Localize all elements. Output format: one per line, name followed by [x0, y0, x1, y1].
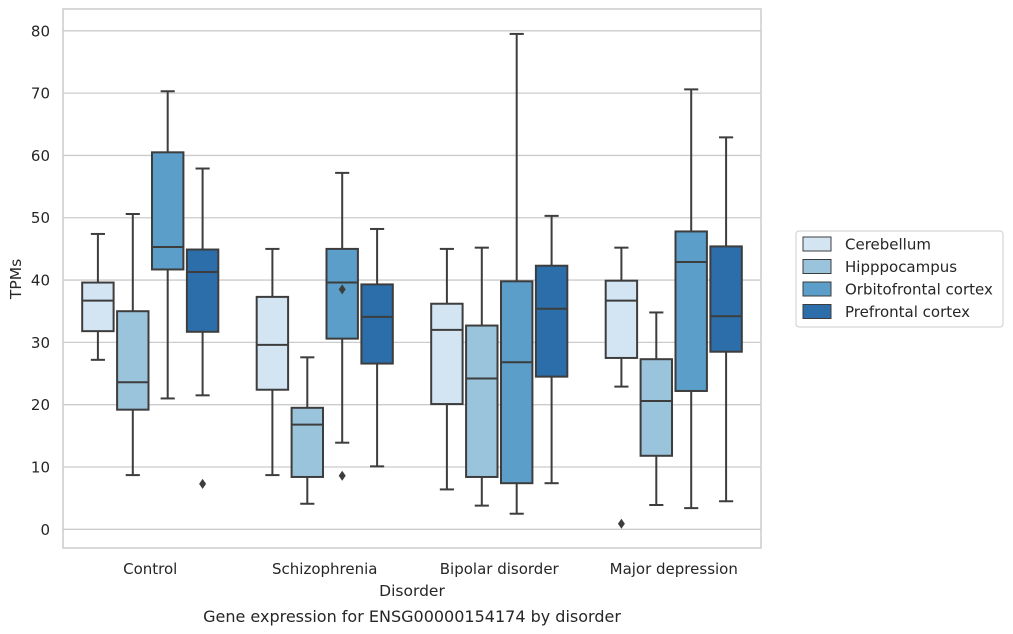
y-axis-label: TPMs	[7, 259, 25, 300]
x-tick-label: Schizophrenia	[272, 560, 377, 578]
box-3-3	[709, 136, 743, 503]
legend-swatch	[802, 281, 832, 297]
y-tick-label: 50	[31, 209, 50, 227]
x-tick-label: Bipolar disorder	[440, 560, 560, 578]
iqr-box	[499, 280, 534, 485]
box-0-3	[604, 246, 639, 529]
box-1-3	[639, 311, 674, 507]
x-axis-label: Disorder	[379, 582, 445, 600]
box-0-2	[430, 247, 464, 491]
iqr-box	[290, 406, 325, 478]
legend-swatch	[802, 304, 832, 319]
legend-swatch	[802, 259, 832, 274]
box-3-2	[534, 214, 569, 485]
box-1-1	[290, 356, 325, 505]
legend-label: Cerebellum	[845, 236, 931, 254]
iqr-box	[534, 264, 569, 378]
box-3-0	[185, 167, 220, 489]
iqr-box	[185, 248, 220, 333]
y-tick-label: 30	[31, 334, 50, 352]
y-tick-label: 70	[31, 85, 50, 103]
outlier-point	[199, 478, 207, 489]
plot-frame	[62, 8, 762, 549]
box-1-0	[116, 213, 150, 477]
x-tick-label: Major depression	[610, 560, 738, 578]
legend-frame	[795, 230, 1004, 328]
legend-swatch	[802, 236, 832, 252]
y-tick-label: 40	[31, 272, 50, 290]
y-tick-label: 60	[31, 147, 50, 165]
iqr-box	[465, 324, 499, 478]
legend: Cerebellum Hipppocampus Orbitofrontal cort…	[795, 230, 1004, 328]
box-2-3	[674, 88, 708, 510]
legend-label: Hipppocampus	[845, 258, 957, 276]
box-3-1	[360, 227, 394, 468]
y-tick-label: 10	[31, 458, 50, 476]
outlier-point	[338, 470, 346, 481]
iqr-box	[360, 283, 394, 365]
iqr-box	[430, 302, 464, 406]
box-2-0	[150, 90, 185, 400]
box-0-0	[81, 232, 115, 361]
box-plot-area	[81, 32, 743, 529]
iqr-box	[674, 230, 708, 392]
y-tick-label: 80	[31, 22, 50, 40]
y-axis-ticks: 0 10 20 30 40 50 60 70 80	[31, 22, 50, 538]
iqr-box	[639, 358, 674, 457]
iqr-box	[150, 151, 185, 271]
box-2-2	[499, 32, 534, 515]
box-1-2	[465, 246, 499, 507]
y-tick-label: 0	[40, 521, 50, 539]
outlier-point	[617, 518, 625, 529]
legend-label: Prefrontal cortex	[845, 303, 970, 321]
iqr-box	[255, 295, 290, 391]
outlier-point	[338, 284, 346, 295]
box-2-1	[325, 171, 359, 481]
y-tick-label: 20	[31, 396, 50, 414]
iqr-box	[81, 281, 115, 333]
iqr-box	[604, 279, 639, 359]
legend-label: Orbitofrontal cortex	[845, 281, 993, 299]
iqr-box	[116, 310, 150, 411]
x-tick-label: Control	[123, 560, 177, 578]
box-0-1	[255, 247, 290, 477]
iqr-box	[709, 245, 743, 353]
x-axis-ticks: Control Schizophrenia Bipolar disorder Majo…	[123, 560, 738, 578]
chart-caption: Gene expression for ENSG00000154174 by d…	[203, 607, 621, 626]
